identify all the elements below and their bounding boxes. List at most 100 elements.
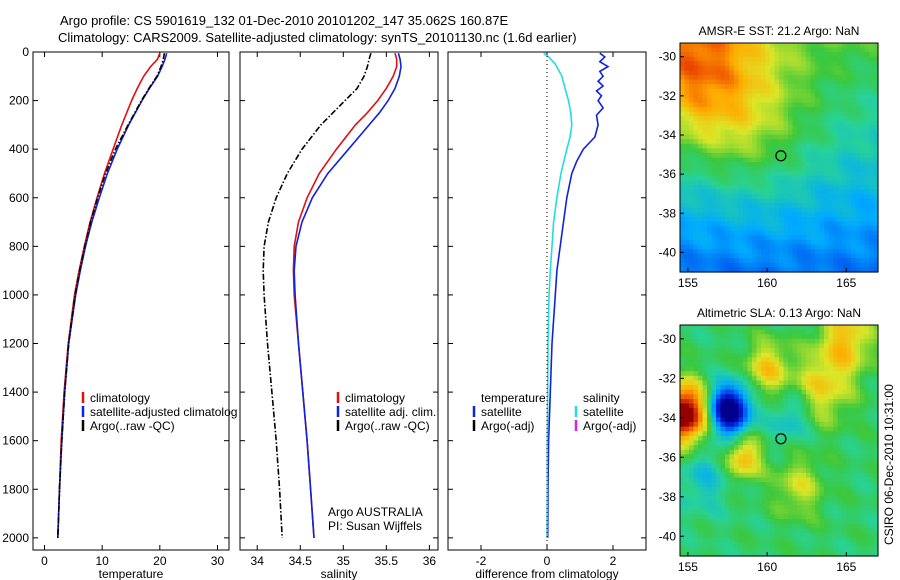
heatmap-cell [756, 116, 762, 122]
heatmap-cell [747, 157, 753, 163]
heatmap-cell [680, 491, 686, 497]
heatmap-cell [680, 458, 686, 465]
heatmap-cell [855, 244, 861, 250]
heatmap-cell [734, 52, 740, 58]
heatmap-cell [729, 102, 735, 108]
heatmap-cell [716, 357, 722, 363]
heatmap-cell [725, 491, 731, 497]
heatmap-cell [837, 509, 843, 516]
heatmap-cell [680, 166, 686, 172]
heatmap-cell [734, 412, 740, 418]
heatmap-cell [824, 375, 830, 382]
heatmap-cell [815, 431, 821, 437]
heatmap-cell [824, 230, 830, 236]
heatmap-cell [833, 244, 839, 250]
heatmap-cell [864, 463, 870, 469]
series-line [543, 52, 573, 538]
heatmap-cell [810, 371, 816, 377]
heatmap-cell [801, 84, 807, 90]
heatmap-cell [711, 61, 717, 67]
heatmap-cell [810, 440, 816, 446]
heatmap-cell [851, 468, 857, 474]
heatmap-cell [747, 509, 753, 516]
heatmap-cell [738, 329, 744, 335]
heatmap-cell [707, 445, 713, 451]
heatmap-cell [761, 47, 767, 53]
heatmap-cell [761, 417, 767, 423]
heatmap-cell [869, 445, 875, 451]
heatmap-cell [770, 157, 776, 163]
heatmap-cell [828, 334, 834, 340]
heatmap-cell [711, 546, 717, 552]
heatmap-cell [720, 357, 726, 363]
heatmap-cell [864, 258, 870, 264]
heatmap-cell [716, 385, 722, 391]
x-axis-label: salinity [321, 567, 358, 580]
heatmap-cell [770, 329, 776, 335]
heatmap-cell [716, 486, 722, 492]
heatmap-cell [707, 417, 713, 423]
heatmap-cell [702, 338, 708, 345]
heatmap-cell [693, 325, 699, 331]
heatmap-cell [725, 338, 731, 345]
heatmap-cell [851, 143, 857, 149]
heatmap-cell [707, 65, 713, 72]
heatmap-cell [698, 162, 704, 168]
heatmap-cell [743, 65, 749, 72]
heatmap-cell [833, 162, 839, 168]
heatmap-cell [797, 375, 803, 382]
heatmap-cell [815, 380, 821, 386]
heatmap-cell [707, 343, 713, 349]
heatmap-cell [819, 52, 825, 58]
heatmap-cell [752, 385, 758, 391]
heatmap-cell [873, 221, 879, 227]
heatmap-cell [792, 207, 798, 214]
heatmap-cell [828, 463, 834, 469]
heatmap-cell [765, 244, 771, 250]
heatmap-cell [725, 366, 731, 372]
heatmap-cell [819, 338, 825, 345]
heatmap-cell [815, 93, 821, 99]
heatmap-cell [752, 235, 758, 241]
heatmap-cell [846, 79, 852, 85]
heatmap-cell [725, 458, 731, 465]
heatmap-cell [837, 361, 843, 368]
heatmap-cell [743, 102, 749, 108]
heatmap-cell [806, 505, 812, 511]
heatmap-cell [756, 56, 762, 62]
heatmap-cell [806, 329, 812, 335]
heatmap-cell [837, 385, 843, 391]
heatmap-cell [743, 495, 749, 502]
heatmap-cell [774, 93, 780, 99]
heatmap-cell [828, 375, 834, 382]
heatmap-cell [770, 116, 776, 122]
heatmap-cell [855, 162, 861, 168]
heatmap-cell [819, 366, 825, 372]
heatmap-cell [747, 472, 753, 479]
heatmap-cell [828, 102, 834, 108]
heatmap-cell [828, 417, 834, 423]
heatmap-cell [833, 207, 839, 214]
heatmap-cell [693, 102, 699, 108]
heatmap-cell [711, 505, 717, 511]
heatmap-cell [819, 157, 825, 163]
heatmap-cell [707, 546, 713, 552]
heatmap-cell [702, 239, 708, 246]
heatmap-cell [734, 371, 740, 377]
heatmap-cell [797, 325, 803, 331]
heatmap-cell [779, 43, 785, 49]
heatmap-cell [707, 412, 713, 418]
heatmap-cell [680, 357, 686, 363]
series-line [546, 52, 610, 538]
heatmap-cell [752, 180, 758, 186]
heatmap-cell [747, 482, 753, 488]
heatmap-cell [747, 134, 753, 140]
heatmap-cell [815, 61, 821, 67]
heatmap-cell [684, 343, 690, 349]
heatmap-cell [837, 93, 843, 99]
heatmap-cell [707, 532, 713, 539]
heatmap-cell [824, 445, 830, 451]
heatmap-cell [873, 70, 879, 76]
heatmap-cell [842, 56, 848, 62]
heatmap-cell [711, 235, 717, 241]
